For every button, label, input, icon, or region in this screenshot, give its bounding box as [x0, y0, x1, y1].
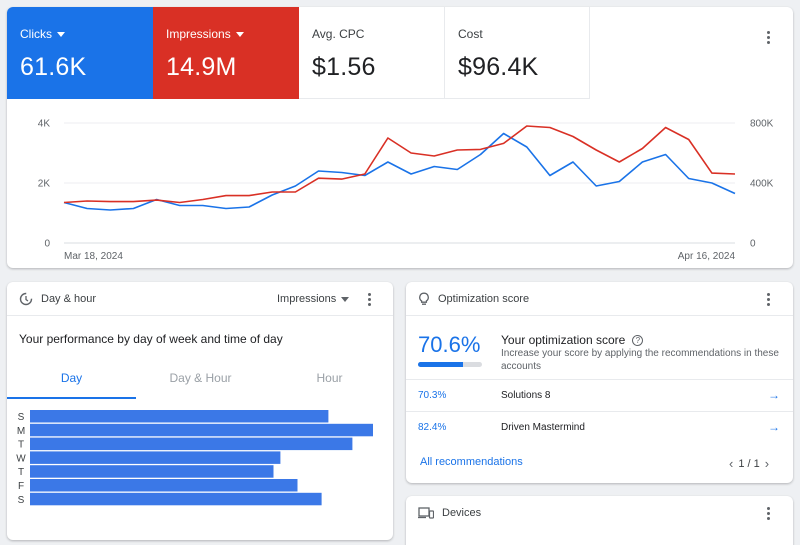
- x-tick-label: Apr 16, 2024: [678, 251, 736, 262]
- devices-header: Devices: [406, 496, 793, 530]
- pager-text: 1 / 1: [738, 457, 760, 470]
- y-left-tick-label: 0: [44, 239, 50, 250]
- pager: ‹ 1 / 1 ›: [729, 456, 769, 471]
- optimization-score-bar-fill: [418, 362, 464, 367]
- tab-day-hour[interactable]: Day & Hour: [169, 371, 232, 385]
- day-label: M: [17, 426, 25, 437]
- tab-hour[interactable]: Hour: [316, 371, 343, 385]
- metric-impressions-header: Impressions: [166, 27, 299, 41]
- account-row[interactable]: 70.3% Solutions 8 →: [406, 379, 793, 411]
- day-bar: [30, 451, 281, 464]
- day-label: T: [18, 440, 24, 451]
- optimization-score-value: 70.6%: [418, 332, 481, 357]
- chevron-left-icon[interactable]: ‹: [729, 456, 734, 471]
- more-vert-icon[interactable]: [758, 289, 778, 309]
- day-label: S: [18, 495, 25, 506]
- arrow-right-icon[interactable]: →: [768, 388, 780, 402]
- performance-line-chart: 4K 2K 0 800K 400K 0 Mar 18, 2024 Apr 16, 2024: [38, 119, 774, 263]
- y-left-tick-label: 2K: [38, 179, 51, 190]
- more-vert-icon[interactable]: [758, 27, 778, 47]
- optimization-card: Optimization score 70.6% Your optimizati…: [406, 282, 793, 483]
- y-right-tick-label: 800K: [750, 119, 774, 130]
- day-label: T: [18, 467, 24, 478]
- metric-cost-label: Cost: [458, 27, 483, 41]
- optimization-score-bar: [418, 362, 482, 367]
- devices-icon: [418, 507, 434, 519]
- lightbulb-icon: [419, 292, 429, 305]
- account-score: 82.4%: [418, 422, 447, 433]
- metric-clicks-header: Clicks: [20, 27, 153, 41]
- caret-down-icon: [341, 296, 350, 302]
- optimization-header: Optimization score: [406, 282, 793, 316]
- account-row[interactable]: 82.4% Driven Mastermind →: [406, 411, 793, 443]
- series-line-clicks: [63, 132, 736, 211]
- metric-clicks-label: Clicks: [20, 27, 52, 41]
- day-bar: [30, 492, 322, 506]
- y-right-tick-label: 0: [750, 239, 756, 250]
- metric-impressions-label: Impressions: [166, 27, 231, 41]
- metric-cost-value: $96.4K: [458, 53, 539, 81]
- day-bar: [30, 465, 274, 478]
- clock-icon: [19, 292, 33, 305]
- day-bar: [30, 410, 329, 423]
- x-tick-label: Mar 18, 2024: [64, 251, 123, 262]
- metric-impressions-value: 14.9M: [166, 53, 237, 81]
- metric-dropdown[interactable]: Impressions: [277, 293, 350, 305]
- metric-avg-cpc[interactable]: Avg. CPC $1.56: [299, 7, 445, 99]
- day-bar: [30, 437, 353, 451]
- arrow-right-icon[interactable]: →: [768, 420, 780, 434]
- overview-card: Clicks 61.6K Impressions 14.9M Avg. CPC …: [7, 7, 793, 268]
- day-hour-subtitle: Your performance by day of week and time…: [19, 332, 283, 346]
- metric-avg-cpc-label: Avg. CPC: [312, 27, 365, 41]
- day-label: W: [16, 453, 26, 464]
- day-hour-card: Day & hour Impressions Your performance …: [7, 282, 393, 540]
- caret-down-icon: [57, 31, 65, 37]
- optimization-heading: Your optimization score ?: [501, 333, 644, 347]
- account-name: Driven Mastermind: [501, 422, 585, 433]
- account-score: 70.3%: [418, 390, 447, 401]
- caret-down-icon: [235, 31, 244, 37]
- y-left-tick-label: 4K: [38, 119, 51, 130]
- more-vert-icon[interactable]: [758, 503, 778, 523]
- metric-avg-cpc-value: $1.56: [312, 53, 376, 81]
- day-bar: [30, 479, 298, 492]
- metric-impressions[interactable]: Impressions 14.9M: [153, 7, 299, 99]
- more-vert-icon[interactable]: [359, 289, 379, 309]
- optimization-description: Increase your score by applying the reco…: [501, 348, 779, 372]
- day-bar: [30, 423, 373, 437]
- chevron-right-icon[interactable]: ›: [764, 456, 770, 471]
- metric-dropdown-label: Impressions: [277, 293, 337, 305]
- all-recommendations-link[interactable]: All recommendations: [420, 456, 523, 468]
- account-name: Solutions 8: [501, 390, 551, 401]
- day-hour-title: Day & hour: [41, 292, 97, 305]
- devices-title: Devices: [442, 507, 482, 519]
- day-label: F: [18, 481, 24, 492]
- metric-clicks[interactable]: Clicks 61.6K: [7, 7, 153, 99]
- devices-card: Devices: [406, 496, 793, 545]
- tab-day[interactable]: Day: [7, 371, 136, 399]
- y-right-tick-label: 400K: [750, 179, 774, 190]
- day-hour-header: Day & hour Impressions: [7, 282, 393, 316]
- day-label: S: [18, 412, 25, 423]
- metric-clicks-value: 61.6K: [20, 53, 87, 81]
- series-line-impressions: [63, 125, 736, 204]
- metric-cost[interactable]: Cost $96.4K: [445, 7, 590, 99]
- help-icon[interactable]: ?: [632, 334, 644, 346]
- optimization-heading-text: Your optimization score: [501, 333, 626, 347]
- optimization-title: Optimization score: [438, 292, 530, 305]
